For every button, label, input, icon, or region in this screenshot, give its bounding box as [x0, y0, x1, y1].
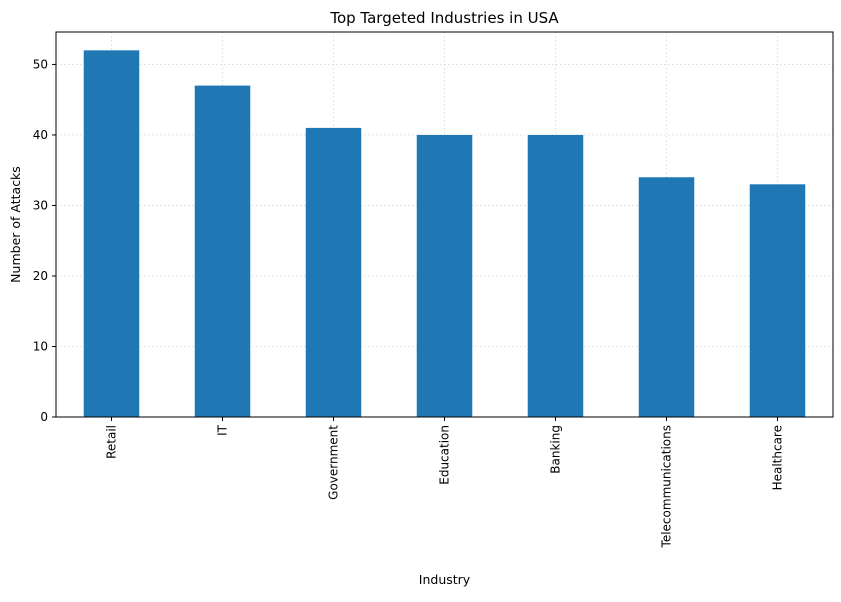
y-tick-label: 20: [33, 269, 48, 283]
x-tick-label: Banking: [549, 425, 563, 474]
y-tick-label: 30: [33, 198, 48, 212]
y-tick-label: 10: [33, 339, 48, 353]
bar-education: [416, 134, 473, 417]
bar-banking: [527, 134, 584, 417]
y-tick-label: 40: [33, 128, 48, 142]
bar-healthcare: [749, 184, 806, 417]
y-tick-label: 0: [40, 410, 48, 424]
x-tick-label: Retail: [105, 425, 119, 459]
x-axis-label: Industry: [419, 572, 471, 587]
x-tick-label: Healthcare: [771, 425, 785, 490]
y-axis: 0 10 20 30 40 50: [33, 57, 56, 424]
x-tick-label: Education: [438, 425, 452, 485]
y-axis-label: Number of Attacks: [8, 166, 23, 283]
x-tick-label: IT: [216, 424, 230, 436]
bar-telecommunications: [638, 177, 695, 417]
x-tick-label: Government: [327, 425, 341, 500]
chart-title: Top Targeted Industries in USA: [329, 9, 559, 27]
x-tick-label: Telecommunications: [660, 425, 674, 548]
y-tick-label: 50: [33, 57, 48, 71]
bar-retail: [83, 50, 140, 417]
bar-government: [305, 127, 362, 418]
bars-layer: [83, 50, 806, 418]
x-axis: Retail IT Government Education Banking Teleco…: [105, 417, 785, 548]
bar-it: [194, 85, 251, 417]
